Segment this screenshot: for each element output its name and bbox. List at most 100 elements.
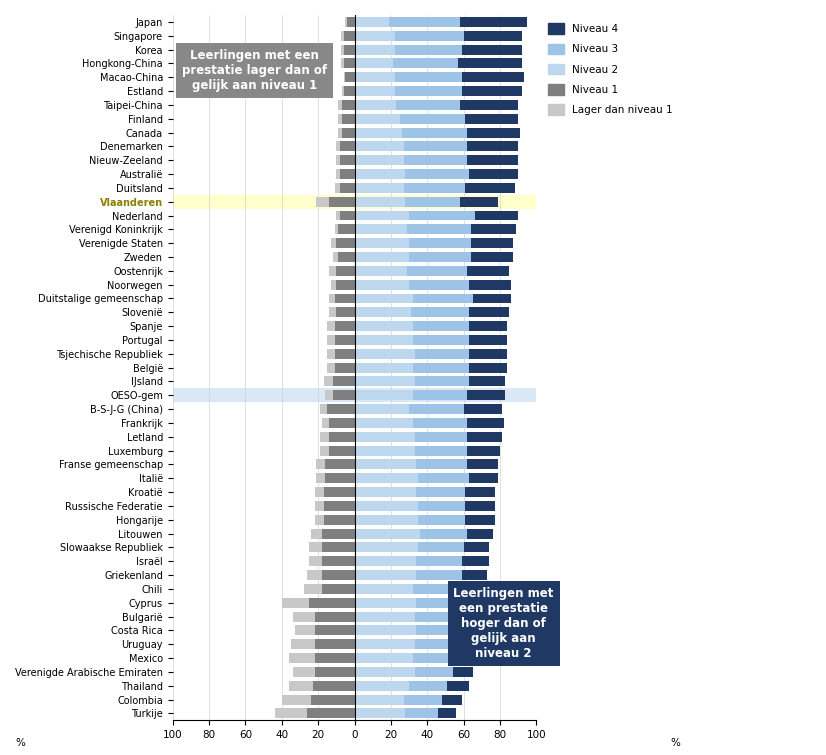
Bar <box>468 266 509 276</box>
Bar <box>462 570 487 580</box>
Bar <box>340 211 354 220</box>
Bar <box>354 653 413 663</box>
Bar <box>354 31 395 41</box>
Bar <box>309 542 322 553</box>
Legend: Niveau 4, Niveau 3, Niveau 2, Niveau 1, Lager dan niveau 1: Niveau 4, Niveau 3, Niveau 2, Niveau 1, … <box>545 20 676 119</box>
Bar <box>354 321 413 331</box>
Bar <box>407 266 468 276</box>
Bar <box>329 307 336 317</box>
Bar <box>342 114 354 124</box>
Bar <box>316 473 325 483</box>
Bar <box>404 183 466 193</box>
Bar <box>439 708 457 718</box>
Bar <box>404 156 468 165</box>
Bar <box>345 17 347 27</box>
Bar <box>354 570 416 580</box>
Bar <box>472 294 511 304</box>
Bar <box>329 266 336 276</box>
Bar <box>418 501 466 511</box>
Bar <box>404 141 468 151</box>
Bar <box>416 570 462 580</box>
Bar <box>313 681 354 691</box>
Bar <box>395 31 463 41</box>
Bar <box>354 390 413 400</box>
Bar <box>354 349 415 359</box>
Bar <box>322 556 354 566</box>
Bar <box>418 542 463 553</box>
Bar <box>354 266 407 276</box>
Bar <box>462 86 522 96</box>
Bar <box>413 321 469 331</box>
Bar <box>413 362 469 373</box>
Bar <box>407 224 471 234</box>
Bar <box>324 487 354 497</box>
Bar <box>354 528 420 538</box>
Bar <box>322 570 354 580</box>
Bar <box>415 612 454 621</box>
Bar <box>341 58 344 69</box>
Bar <box>329 294 335 304</box>
Bar <box>409 252 471 262</box>
Text: %: % <box>16 738 26 748</box>
Bar <box>460 17 527 27</box>
Bar <box>401 128 468 137</box>
Bar <box>344 86 354 96</box>
Bar <box>289 653 315 663</box>
Bar <box>395 72 462 82</box>
Bar <box>289 681 313 691</box>
Bar <box>342 86 344 96</box>
Bar <box>342 100 354 110</box>
Bar <box>354 100 396 110</box>
Bar <box>354 377 415 387</box>
Bar <box>354 612 415 621</box>
Bar <box>336 307 354 317</box>
Bar <box>309 556 322 566</box>
Bar <box>329 445 354 455</box>
Bar <box>354 625 416 636</box>
Bar <box>406 708 439 718</box>
Bar <box>404 695 442 704</box>
Bar <box>333 252 338 262</box>
Bar <box>471 224 516 234</box>
Bar <box>471 252 513 262</box>
Bar <box>344 58 354 69</box>
Bar <box>325 390 333 400</box>
Bar <box>335 349 354 359</box>
Bar <box>341 31 344 41</box>
Bar <box>463 404 502 414</box>
Bar <box>315 487 324 497</box>
Bar <box>460 100 518 110</box>
Bar <box>449 598 462 608</box>
Bar <box>354 445 415 455</box>
Bar <box>468 390 506 400</box>
Bar <box>336 238 354 248</box>
Bar <box>400 114 466 124</box>
Bar <box>354 183 404 193</box>
Bar <box>274 708 307 718</box>
Bar <box>392 58 458 69</box>
Bar <box>292 667 315 676</box>
Bar <box>354 58 392 69</box>
Bar <box>416 460 468 470</box>
Bar <box>413 294 472 304</box>
Bar <box>340 156 354 165</box>
Bar <box>458 58 522 69</box>
Bar <box>415 667 453 676</box>
Bar <box>454 612 477 621</box>
Bar <box>418 473 469 483</box>
Bar <box>354 584 413 594</box>
Bar <box>468 141 518 151</box>
Bar <box>396 100 460 110</box>
Bar <box>469 169 518 179</box>
Bar <box>354 404 409 414</box>
Bar <box>468 128 520 137</box>
Bar <box>327 335 335 345</box>
Bar <box>336 279 354 290</box>
Bar <box>458 584 484 594</box>
Bar <box>344 31 354 41</box>
Bar <box>413 418 468 428</box>
Bar <box>454 639 472 649</box>
Bar <box>406 169 469 179</box>
Bar <box>468 418 504 428</box>
Bar <box>415 639 454 649</box>
